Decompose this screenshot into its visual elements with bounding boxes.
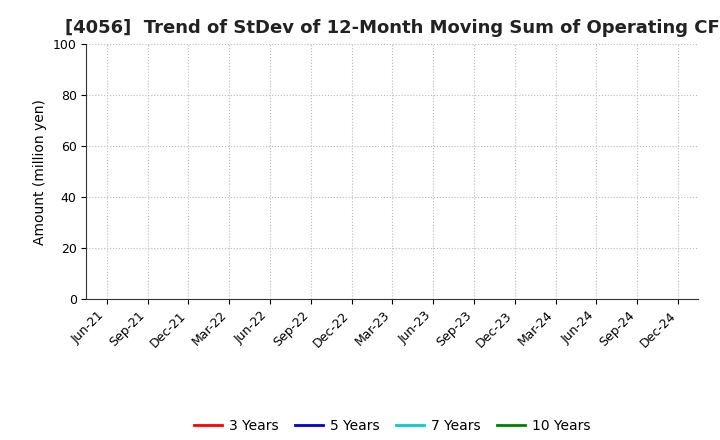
Title: [4056]  Trend of StDev of 12-Month Moving Sum of Operating CF: [4056] Trend of StDev of 12-Month Moving…	[65, 19, 720, 37]
Y-axis label: Amount (million yen): Amount (million yen)	[33, 99, 48, 245]
Legend: 3 Years, 5 Years, 7 Years, 10 Years: 3 Years, 5 Years, 7 Years, 10 Years	[189, 413, 596, 438]
